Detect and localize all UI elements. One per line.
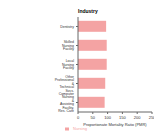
html-text:Nursing: Nursing <box>73 126 87 131</box>
svg-text:100: 100 <box>104 115 111 120</box>
svg-text:250: 250 <box>149 115 154 120</box>
svg-text:50: 50 <box>91 115 96 120</box>
svg-text:SkilledNursingFacility: SkilledNursingFacility <box>62 40 74 51</box>
svg-text:ComputerNursing&AssistingFacil: ComputerNursing&AssistingFacility,Res. C… <box>58 92 75 114</box>
svg-text:LocalNursingFacility: LocalNursingFacility <box>62 59 74 70</box>
html-text:Industry: Industry <box>78 8 98 14</box>
svg-text:OtherProfessional&TechnicalSvc: OtherProfessional&TechnicalSvcs. <box>55 75 75 93</box>
svg-text:200: 200 <box>134 115 141 120</box>
svg-text:0: 0 <box>77 115 80 120</box>
svg-text:150: 150 <box>119 115 126 120</box>
svg-text:Dentistry: Dentistry <box>60 25 74 29</box>
svg-text:Proportionate Mortality Ratio: Proportionate Mortality Ratio (PMR) <box>83 122 147 127</box>
